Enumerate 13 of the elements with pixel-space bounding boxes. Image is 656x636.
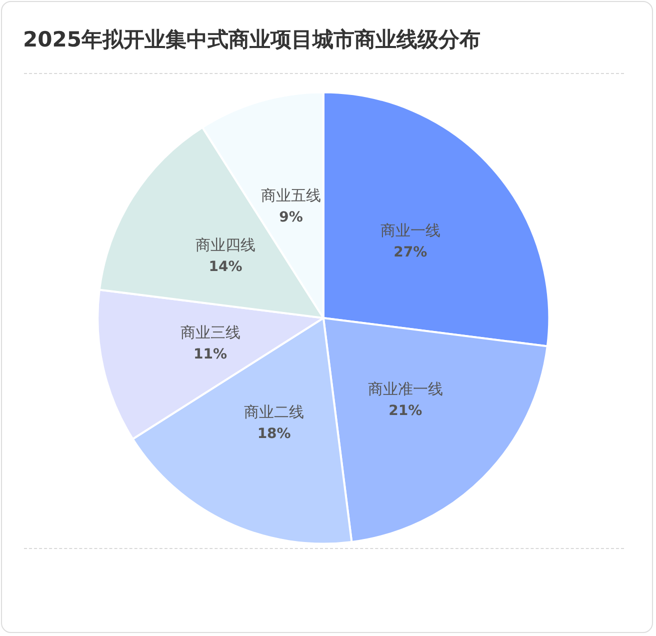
slice-label: 商业五线 xyxy=(261,186,322,205)
data-label: 14% xyxy=(208,258,242,275)
data-label: 18% xyxy=(257,426,291,442)
slice-label: 商业准一线 xyxy=(368,380,443,398)
slice-label: 商业一线 xyxy=(380,221,440,240)
slice-label: 商业二线 xyxy=(244,402,304,421)
data-label: 21% xyxy=(388,402,422,419)
slice-label: 商业三线 xyxy=(180,323,240,342)
data-label: 11% xyxy=(194,346,228,362)
chart-title: 2025年拟开业集中式商业项目城市商业线级分布 xyxy=(23,28,480,52)
data-label: 27% xyxy=(394,244,428,260)
data-label: 9% xyxy=(279,210,303,226)
slice-label: 商业四线 xyxy=(196,236,256,254)
